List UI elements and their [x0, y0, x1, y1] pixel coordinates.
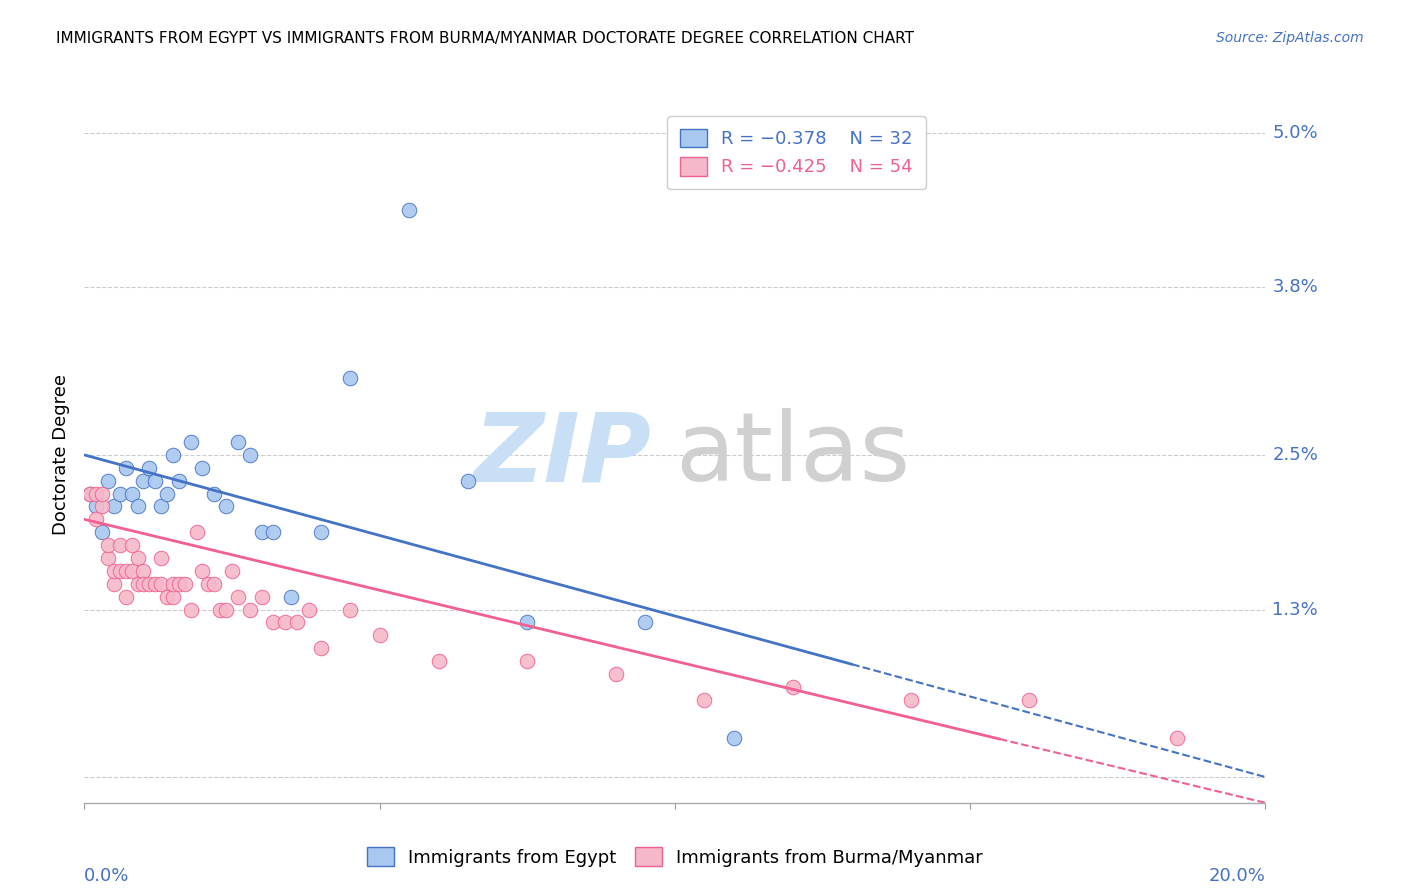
Text: IMMIGRANTS FROM EGYPT VS IMMIGRANTS FROM BURMA/MYANMAR DOCTORATE DEGREE CORRELAT: IMMIGRANTS FROM EGYPT VS IMMIGRANTS FROM…	[56, 31, 914, 46]
Point	[605, 667, 627, 681]
Point	[262, 525, 284, 540]
Point	[180, 435, 202, 450]
Point	[239, 448, 262, 462]
Point	[191, 564, 214, 578]
Point	[97, 474, 120, 488]
Point	[339, 602, 361, 616]
Point	[156, 590, 179, 604]
Text: Source: ZipAtlas.com: Source: ZipAtlas.com	[1216, 31, 1364, 45]
Point	[103, 576, 125, 591]
Point	[162, 576, 184, 591]
Point	[250, 525, 273, 540]
Point	[274, 615, 297, 630]
Point	[309, 525, 332, 540]
Point	[900, 692, 922, 706]
Point	[91, 486, 114, 500]
Point	[191, 460, 214, 475]
Point	[150, 551, 173, 566]
Point	[634, 615, 657, 630]
Point	[132, 564, 155, 578]
Point	[516, 654, 538, 668]
Point	[84, 512, 107, 526]
Point	[103, 564, 125, 578]
Point	[84, 500, 107, 514]
Point	[339, 370, 361, 384]
Point	[91, 500, 114, 514]
Point	[162, 590, 184, 604]
Point	[91, 525, 114, 540]
Point	[121, 538, 143, 552]
Point	[221, 564, 243, 578]
Y-axis label: Doctorate Degree: Doctorate Degree	[52, 375, 70, 535]
Point	[79, 486, 101, 500]
Text: 3.8%: 3.8%	[1272, 278, 1319, 296]
Point	[127, 576, 149, 591]
Point	[132, 576, 155, 591]
Point	[84, 486, 107, 500]
Point	[114, 564, 136, 578]
Point	[1166, 731, 1188, 746]
Point	[1018, 692, 1040, 706]
Point	[427, 654, 450, 668]
Point	[127, 551, 149, 566]
Point	[202, 486, 225, 500]
Point	[723, 731, 745, 746]
Point	[114, 590, 136, 604]
Point	[79, 486, 101, 500]
Point	[398, 203, 420, 218]
Point	[226, 435, 249, 450]
Point	[121, 564, 143, 578]
Point	[250, 590, 273, 604]
Point	[197, 576, 219, 591]
Point	[202, 576, 225, 591]
Point	[108, 538, 131, 552]
Point	[309, 641, 332, 656]
Text: ZIP: ZIP	[474, 409, 651, 501]
Point	[97, 551, 120, 566]
Point	[167, 474, 190, 488]
Legend: Immigrants from Egypt, Immigrants from Burma/Myanmar: Immigrants from Egypt, Immigrants from B…	[360, 840, 990, 874]
Point	[215, 602, 238, 616]
Point	[138, 576, 160, 591]
Point	[186, 525, 208, 540]
Point	[368, 628, 391, 642]
Point	[143, 576, 166, 591]
Point	[298, 602, 321, 616]
Point	[280, 590, 302, 604]
Point	[121, 486, 143, 500]
Point	[150, 576, 173, 591]
Point	[132, 474, 155, 488]
Point	[215, 500, 238, 514]
Point	[150, 500, 173, 514]
Text: 2.5%: 2.5%	[1272, 446, 1319, 464]
Point	[114, 460, 136, 475]
Point	[457, 474, 479, 488]
Point	[782, 680, 804, 694]
Point	[226, 590, 249, 604]
Point	[173, 576, 195, 591]
Text: 1.3%: 1.3%	[1272, 600, 1319, 618]
Point	[239, 602, 262, 616]
Point	[209, 602, 232, 616]
Text: 20.0%: 20.0%	[1209, 867, 1265, 885]
Point	[262, 615, 284, 630]
Point	[143, 474, 166, 488]
Point	[103, 500, 125, 514]
Point	[156, 486, 179, 500]
Point	[180, 602, 202, 616]
Point	[167, 576, 190, 591]
Point	[108, 564, 131, 578]
Text: 0.0%: 0.0%	[84, 867, 129, 885]
Point	[108, 486, 131, 500]
Point	[285, 615, 308, 630]
Point	[162, 448, 184, 462]
Point	[693, 692, 716, 706]
Text: 5.0%: 5.0%	[1272, 124, 1317, 142]
Point	[127, 500, 149, 514]
Point	[97, 538, 120, 552]
Point	[138, 460, 160, 475]
Point	[516, 615, 538, 630]
Text: atlas: atlas	[675, 409, 910, 501]
